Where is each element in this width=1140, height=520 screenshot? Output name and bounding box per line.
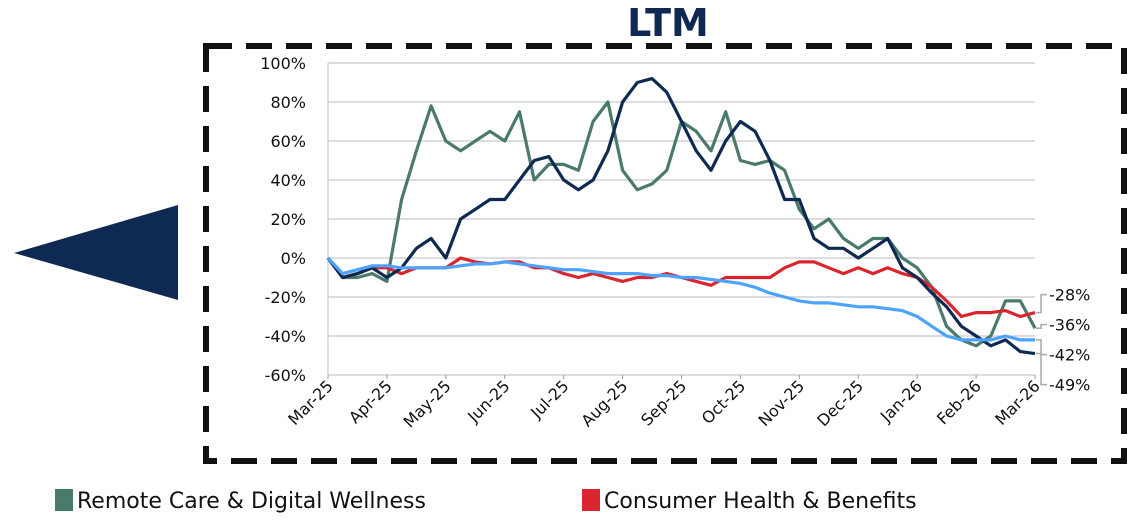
legend-label: Remote Care & Digital Wellness xyxy=(77,489,426,514)
series-line xyxy=(326,256,1035,342)
y-tick-label: 80% xyxy=(270,93,306,112)
y-tick-label: 20% xyxy=(270,210,306,229)
legend-swatch xyxy=(55,489,73,511)
chart-title: LTM xyxy=(627,1,709,45)
series-line xyxy=(326,77,1036,356)
plot: -28% -36% -42% -49% xyxy=(326,77,1090,395)
legend-label: Consumer Health & Benefits xyxy=(604,489,917,514)
arrow xyxy=(14,205,178,300)
y-tick-label: 100% xyxy=(260,54,306,73)
leader-line xyxy=(1036,293,1047,314)
legend: Remote Care & Digital Wellness Consumer H… xyxy=(55,489,917,514)
y-tick-label: -60% xyxy=(265,366,306,385)
y-tick-label: 60% xyxy=(270,132,306,151)
end-label: -28% xyxy=(1049,286,1090,305)
legend-swatch xyxy=(582,489,600,511)
leader-line xyxy=(1036,339,1047,356)
end-label: -49% xyxy=(1049,376,1090,395)
dashed-frame xyxy=(203,43,1127,464)
y-tick-label: 0% xyxy=(281,249,306,268)
leader-line xyxy=(1036,323,1047,329)
end-label: -36% xyxy=(1049,316,1090,335)
end-label: -42% xyxy=(1049,346,1090,365)
y-tick-label: -40% xyxy=(265,327,306,346)
y-tick-label: -20% xyxy=(265,288,306,307)
y-tick-label: 40% xyxy=(270,171,306,190)
leader-line xyxy=(1036,352,1047,386)
